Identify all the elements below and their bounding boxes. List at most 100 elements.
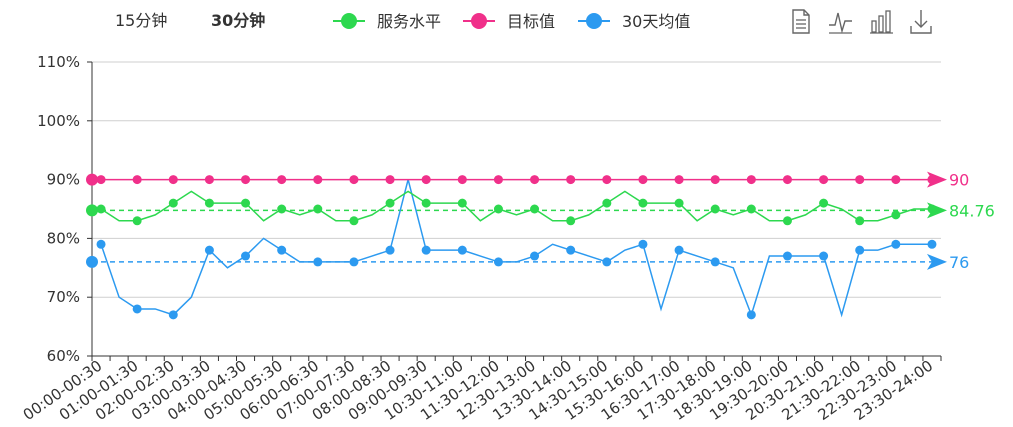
data-point xyxy=(421,175,431,185)
data-point xyxy=(530,175,540,185)
data-point xyxy=(457,198,467,208)
legend-label-30day-avg: 30天均值 xyxy=(622,12,690,31)
document-icon[interactable] xyxy=(792,9,810,34)
data-point xyxy=(674,245,684,255)
bar-chart-icon[interactable] xyxy=(870,10,893,34)
data-point xyxy=(96,239,106,249)
series-line xyxy=(100,190,932,222)
data-point xyxy=(385,175,395,185)
data-point xyxy=(349,175,359,185)
data-point xyxy=(457,245,467,255)
data-point xyxy=(493,175,503,185)
data-point xyxy=(168,198,178,208)
legend-item-30day-avg[interactable]: 30天均值 xyxy=(578,12,690,31)
target-label: 90 xyxy=(949,171,969,190)
data-point xyxy=(710,257,720,267)
tab-30min[interactable]: 30分钟 xyxy=(211,11,265,30)
data-point xyxy=(241,198,251,208)
average-label: 76 xyxy=(949,253,969,272)
data-point xyxy=(349,257,359,267)
legend-item-target[interactable]: 目标值 xyxy=(463,12,555,31)
data-point xyxy=(96,204,106,214)
data-point xyxy=(819,175,829,185)
data-point xyxy=(530,204,540,214)
data-point xyxy=(891,175,901,185)
average-start-point xyxy=(86,255,98,268)
tab-15min[interactable]: 15分钟 xyxy=(115,11,167,30)
data-point xyxy=(746,175,756,185)
average-arrow xyxy=(927,253,947,270)
data-point xyxy=(891,239,901,249)
data-point xyxy=(385,198,395,208)
y-tick-label: 80% xyxy=(47,229,80,247)
data-point xyxy=(566,216,576,226)
data-point xyxy=(638,239,648,249)
y-tick-label: 70% xyxy=(47,288,80,306)
series-line xyxy=(100,179,932,318)
data-point xyxy=(566,245,576,255)
data-point xyxy=(602,175,612,185)
plot-area: 60%70%80%90%100%110%00:00-00:3001:00-01:… xyxy=(20,53,995,424)
legend-item-service-level[interactable]: 服务水平 xyxy=(333,12,441,31)
data-point xyxy=(638,175,648,185)
data-point xyxy=(349,216,359,226)
data-point xyxy=(457,175,467,185)
data-point xyxy=(493,204,503,214)
download-icon[interactable] xyxy=(910,10,932,34)
data-point xyxy=(746,310,756,320)
data-point xyxy=(855,216,865,226)
data-point xyxy=(277,175,287,185)
data-point xyxy=(819,198,829,208)
data-point xyxy=(204,198,214,208)
y-tick-label: 110% xyxy=(37,53,80,71)
data-point xyxy=(782,216,792,226)
data-point xyxy=(277,204,287,214)
legend-label-target: 目标值 xyxy=(507,12,555,31)
y-tick-label: 90% xyxy=(47,171,80,189)
data-point xyxy=(782,251,792,261)
data-point xyxy=(746,204,756,214)
data-point xyxy=(638,198,648,208)
data-point xyxy=(891,210,901,220)
data-point xyxy=(674,175,684,185)
data-point xyxy=(710,175,720,185)
target-start-point xyxy=(86,173,98,186)
data-point xyxy=(819,251,829,261)
data-point xyxy=(927,239,937,249)
data-point xyxy=(132,216,142,226)
data-point xyxy=(204,175,214,185)
line-chart-icon[interactable] xyxy=(829,12,852,34)
data-point xyxy=(241,251,251,261)
data-point xyxy=(421,245,431,255)
data-point xyxy=(602,257,612,267)
data-point xyxy=(385,245,395,255)
average-label: 84.76 xyxy=(949,201,995,220)
target-arrow xyxy=(927,171,947,188)
data-point xyxy=(313,257,323,267)
legend-label-service-level: 服务水平 xyxy=(377,12,441,31)
y-tick-label: 100% xyxy=(37,112,80,130)
data-point xyxy=(277,245,287,255)
legend: 服务水平 目标值 30天均值 xyxy=(333,12,690,31)
data-point xyxy=(168,310,178,320)
data-point xyxy=(493,257,503,267)
data-point xyxy=(530,251,540,261)
data-point xyxy=(855,175,865,185)
data-point xyxy=(313,204,323,214)
data-point xyxy=(855,245,865,255)
data-point xyxy=(927,204,937,214)
data-point xyxy=(132,304,142,314)
data-point xyxy=(96,175,106,185)
data-point xyxy=(710,204,720,214)
average-start-point xyxy=(86,204,98,217)
data-point xyxy=(204,245,214,255)
data-point xyxy=(241,175,251,185)
data-point xyxy=(421,198,431,208)
data-point xyxy=(602,198,612,208)
data-point xyxy=(313,175,323,185)
data-point xyxy=(168,175,178,185)
data-point xyxy=(782,175,792,185)
y-tick-label: 60% xyxy=(47,347,80,365)
data-point xyxy=(132,175,142,185)
